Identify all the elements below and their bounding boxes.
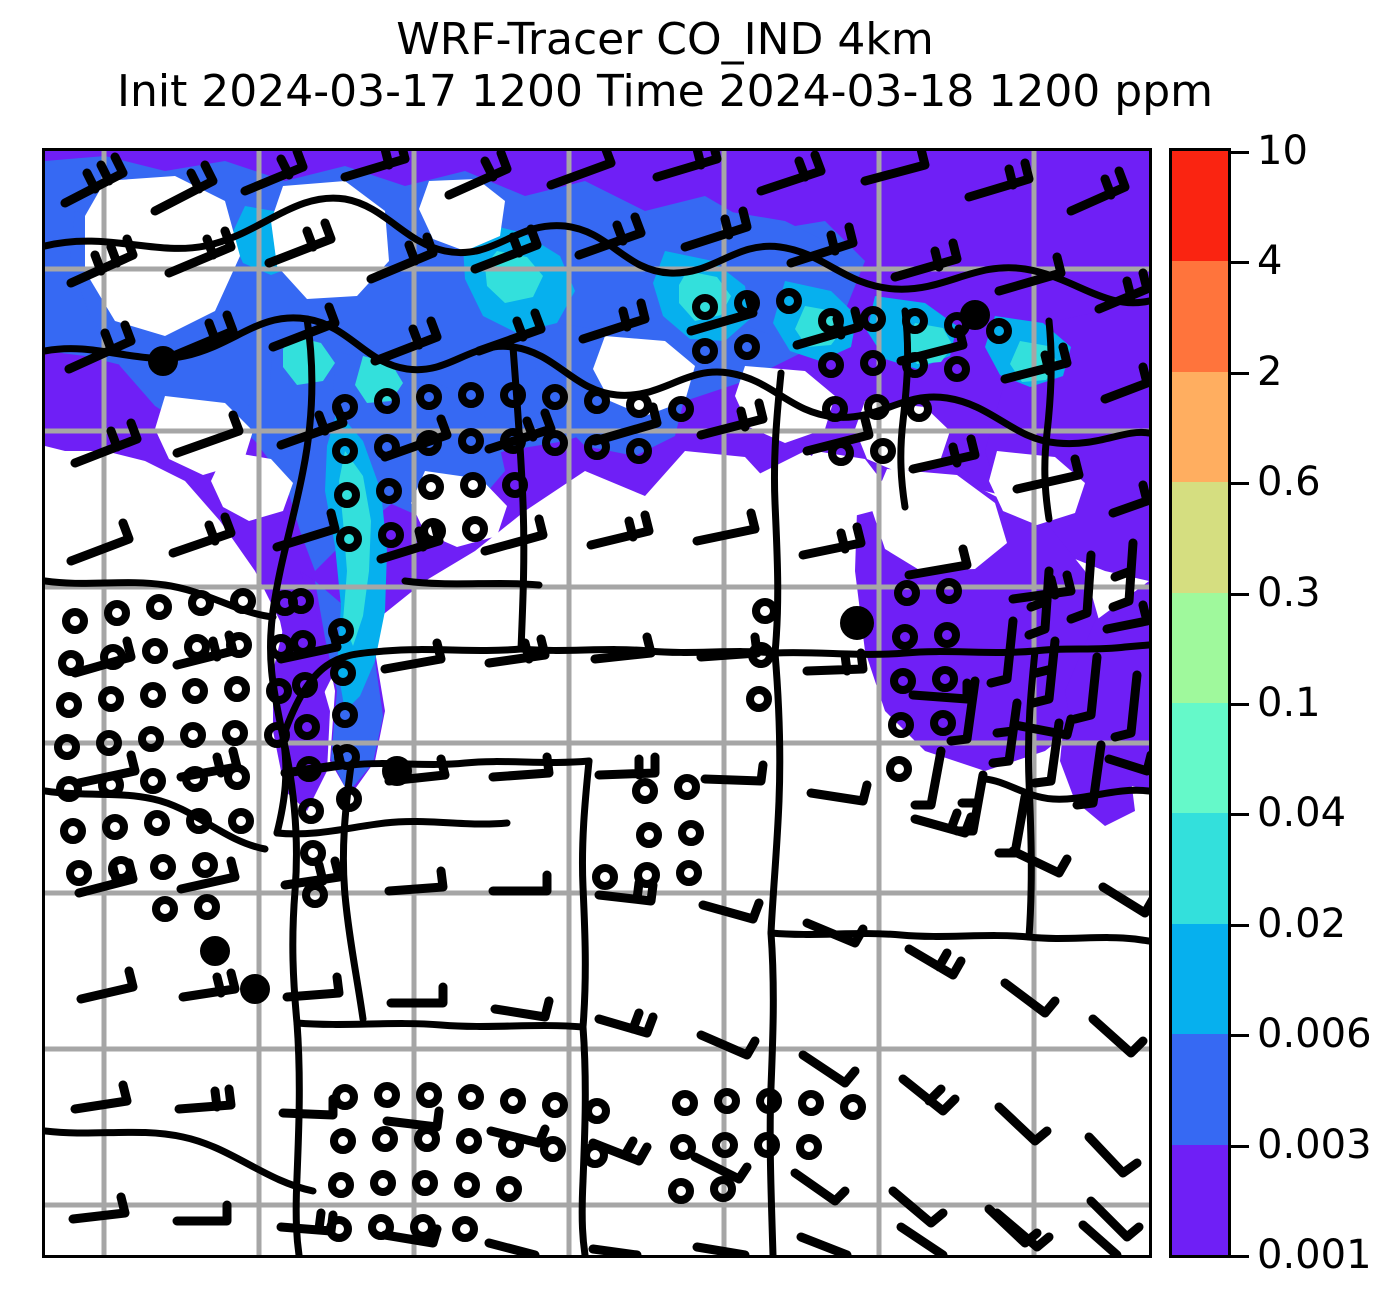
colorbar[interactable] <box>1169 148 1231 1258</box>
colorbar-tick-mark-7 <box>1231 923 1249 927</box>
colorbar-band-5 <box>1172 702 1228 814</box>
colorbar-tick-label-9: 0.003 <box>1257 1121 1372 1168</box>
colorbar-tick-label-2: 2 <box>1257 348 1283 395</box>
colorbar-tick-label-3: 0.6 <box>1257 459 1321 506</box>
page-title: WRF-Tracer CO_IND 4km Init 2024-03-17 12… <box>0 14 1330 118</box>
colorbar-tick-mark-6 <box>1231 813 1249 817</box>
title-line-2: Init 2024-03-17 1200 Time 2024-03-18 120… <box>116 66 1214 117</box>
colorbar-band-1 <box>1172 261 1228 372</box>
colorbar-band-2 <box>1172 371 1228 483</box>
colorbar-tick-mark-8 <box>1231 1034 1249 1038</box>
colorbar-ticks: 10 4 2 0.6 0.3 0.1 0.04 0.02 0.006 0.003 0.001 <box>1231 131 1400 1275</box>
wind-barb-layer <box>60 151 1149 1255</box>
colorbar-band-9 <box>1172 1144 1228 1255</box>
colorbar-band-6 <box>1172 813 1228 924</box>
colorbar-tick-mark-3 <box>1231 482 1249 486</box>
colorbar-tick-mark-9 <box>1231 1144 1249 1148</box>
colorbar-tick-mark-4 <box>1231 592 1249 596</box>
colorbar-tick-mark-5 <box>1231 703 1249 706</box>
colorbar-tick-label-7: 0.02 <box>1257 900 1347 947</box>
colorbar-tick-label-6: 0.04 <box>1257 790 1347 837</box>
colorbar-tick-mark-0 <box>1231 151 1249 154</box>
colorbar-tick-label-8: 0.006 <box>1257 1011 1372 1058</box>
colorbar-band-7 <box>1172 923 1228 1035</box>
colorbar-tick-label-4: 0.3 <box>1257 569 1321 616</box>
colorbar-tick-mark-2 <box>1231 371 1249 375</box>
calm-wind-circles <box>54 288 1012 1242</box>
colorbar-tick-mark-1 <box>1231 261 1249 265</box>
colorbar-tick-label-10: 0.001 <box>1257 1232 1372 1278</box>
colorbar-band-8 <box>1172 1034 1228 1145</box>
colorbar-tick-label-1: 4 <box>1257 238 1283 285</box>
colorbar-tick-mark-10 <box>1231 1255 1249 1258</box>
colorbar-band-4 <box>1172 592 1228 703</box>
colorbar-band-0 <box>1172 151 1228 262</box>
tracer-concentration-map <box>45 151 1149 1255</box>
colorbar-tick-label-0: 10 <box>1257 128 1308 174</box>
colorbar-band-3 <box>1172 482 1228 593</box>
map-plot-area[interactable] <box>42 148 1152 1258</box>
colorbar-tick-label-5: 0.1 <box>1257 680 1321 726</box>
title-line-1: WRF-Tracer CO_IND 4km <box>396 14 934 65</box>
